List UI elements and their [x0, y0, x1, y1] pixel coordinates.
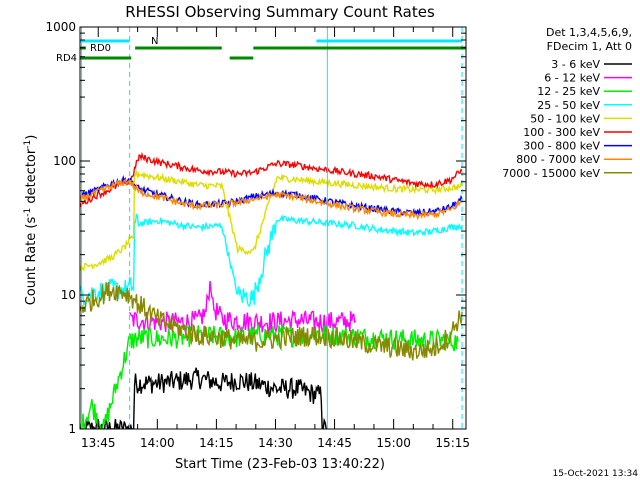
legend-label-5: 100 - 300 keV — [523, 126, 600, 139]
x-tick-label: 13:45 — [81, 436, 116, 450]
y-axis-label-sup2: -1 — [23, 140, 33, 149]
x-tick-label: 14:15 — [199, 436, 234, 450]
flag-label-rd4: RD4 — [56, 53, 77, 64]
footer-timestamp: 15-Oct-2021 13:34 — [553, 469, 639, 479]
series-line-5 — [80, 151, 463, 207]
series-line-3 — [80, 213, 463, 308]
x-tick-label: 15:00 — [376, 436, 411, 450]
series-line-6 — [80, 174, 463, 216]
series-line-7 — [80, 178, 463, 221]
flag-layer: N RD0 RD4 — [56, 36, 466, 64]
legend-label-4: 50 - 100 keV — [530, 112, 600, 125]
flag-label-rd0: RD0 — [90, 43, 111, 54]
series-layer — [80, 151, 463, 429]
y-tick-label: 10 — [61, 288, 76, 302]
legend-label-7: 800 - 7000 keV — [516, 153, 600, 166]
y-tick-label: 100 — [53, 154, 76, 168]
y-tick-label: 1000 — [45, 20, 76, 34]
y-axis-label-part2: detector — [24, 148, 39, 208]
legend-label-2: 12 - 25 keV — [537, 85, 600, 98]
x-tick-label: 14:45 — [317, 436, 352, 450]
y-tick-label: 1 — [68, 422, 76, 436]
x-tick-label: 15:15 — [435, 436, 470, 450]
y-axis-label-part1: Count Rate (s — [24, 217, 39, 306]
legend-header-2: FDecim 1, Att 0 — [547, 40, 632, 53]
x-axis-label: Start Time (23-Feb-03 13:40:22) — [175, 457, 385, 472]
y-axis-label-sup1: -1 — [23, 208, 33, 217]
chart-title: RHESSI Observing Summary Count Rates — [125, 3, 435, 21]
x-tick-label: 14:30 — [258, 436, 293, 450]
legend-label-1: 6 - 12 keV — [544, 72, 600, 85]
legend-label-3: 25 - 50 keV — [537, 99, 600, 112]
x-tick-label: 14:00 — [140, 436, 175, 450]
legend-header-1: Det 1,3,4,5,6,9, — [546, 26, 632, 39]
series-line-2 — [80, 323, 459, 429]
series-line-8 — [80, 281, 463, 361]
y-axis-label-part3: ) — [24, 135, 39, 140]
series-line-0 — [80, 367, 328, 429]
legend-label-6: 300 - 800 keV — [523, 140, 600, 153]
flag-label-n: N — [151, 36, 158, 47]
axes: 1 10 100 1000 13:45 14:00 14:15 14:30 14:45 15:00… — [45, 20, 470, 450]
plot-frame — [79, 26, 467, 430]
marker-layer — [81, 27, 463, 429]
legend-label-0: 3 - 6 keV — [551, 58, 600, 71]
y-axis-label: Count Rate (s-1 detector-1) — [23, 135, 39, 306]
series-line-1 — [128, 280, 357, 335]
legend-label-8: 7000 - 15000 keV — [502, 167, 600, 180]
